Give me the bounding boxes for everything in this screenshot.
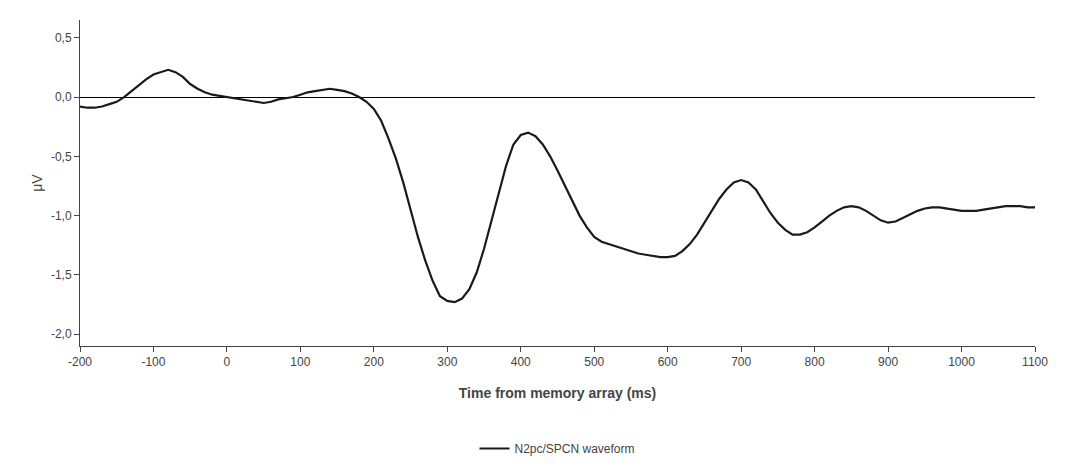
svg-text:300: 300: [437, 355, 457, 369]
svg-text:-0,5: -0,5: [51, 150, 72, 164]
svg-text:μV: μV: [29, 174, 45, 192]
svg-text:900: 900: [878, 355, 898, 369]
svg-text:700: 700: [731, 355, 751, 369]
svg-text:0: 0: [224, 355, 231, 369]
svg-text:N2pc/SPCN waveform: N2pc/SPCN waveform: [515, 442, 635, 456]
svg-text:-1,0: -1,0: [51, 209, 72, 223]
svg-text:-100: -100: [141, 355, 165, 369]
svg-text:100: 100: [290, 355, 310, 369]
svg-text:1000: 1000: [948, 355, 975, 369]
svg-text:0,0: 0,0: [55, 90, 72, 104]
svg-text:200: 200: [364, 355, 384, 369]
svg-text:Time from memory array (ms): Time from memory array (ms): [459, 385, 656, 401]
svg-text:0,5: 0,5: [55, 31, 72, 45]
svg-text:600: 600: [658, 355, 678, 369]
svg-text:500: 500: [584, 355, 604, 369]
svg-text:-2,0: -2,0: [51, 327, 72, 341]
svg-text:800: 800: [805, 355, 825, 369]
svg-text:400: 400: [511, 355, 531, 369]
svg-text:-200: -200: [68, 355, 92, 369]
svg-text:-1,5: -1,5: [51, 268, 72, 282]
svg-text:1100: 1100: [1022, 355, 1048, 369]
